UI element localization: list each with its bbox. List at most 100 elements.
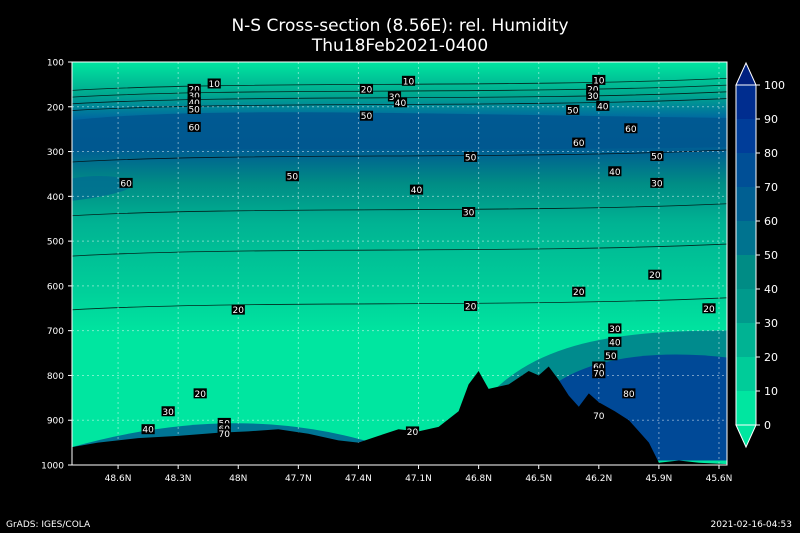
x-tick-label: 46.8N [465,474,492,484]
humidity-band [72,112,727,152]
colorbar-segment [736,119,756,153]
colorbar-tick-label: 90 [764,113,778,126]
contour-label: 20 [702,303,716,315]
colorbar-segment [736,85,756,119]
contour-label: 50 [187,104,201,116]
contour-label-text: 20 [407,428,419,438]
contour-label-text: 40 [142,426,154,436]
contour-label-text: 20 [587,85,599,95]
contour-label-text: 60 [593,363,605,373]
colorbar-tick-label: 30 [764,317,778,330]
colorbar-segment [736,289,756,323]
terrain-silhouette [72,366,727,465]
contour-label-text: 50 [651,153,663,163]
colorbar-segment [736,323,756,357]
contour-label: 40 [608,336,622,348]
colorbar-tick-label: 100 [764,79,785,92]
contour-label: 50 [359,110,374,122]
contour-label: 60 [119,177,133,189]
contour-label: 10 [207,78,221,90]
y-tick-label: 900 [47,417,64,427]
contour-label: 60 [592,361,606,373]
contour-label: 20 [359,83,374,95]
contour-label-text: 50 [567,106,579,116]
contour-line [71,297,728,311]
contour-label: 40 [596,100,610,112]
contour-label: 20 [231,304,245,316]
contour-label-text: 40 [188,99,200,109]
contour-label: 50 [566,104,580,116]
contour-line [71,149,728,163]
contour-label-text: 20 [361,85,373,95]
contour-label-text: 80 [623,390,635,400]
contour-label: 70 [592,368,606,380]
colorbar-tick-label: 80 [764,147,778,160]
contour-label-text: 40 [597,102,609,112]
contour-label-text: 20 [194,390,206,400]
contour-label-text: 60 [573,139,585,149]
contour-label: 20 [193,388,207,400]
contour-label-text: 70 [593,370,605,380]
contour-label: 40 [393,97,408,109]
y-tick-label: 300 [47,148,64,158]
x-tick-label: 48.6N [105,474,132,484]
colorbar-tick-label: 60 [764,215,778,228]
y-tick-label: 700 [47,327,64,337]
contour-label-text: 10 [593,76,605,86]
chart-title-block: N-S Cross-section (8.56E): rel. Humidity… [0,16,800,56]
contour-label-text: 30 [651,179,663,189]
contour-label-text: 40 [609,338,621,348]
contour-label: 30 [608,323,622,335]
contour-label: 30 [586,90,600,102]
plot-frame [71,61,728,466]
contour-label: 40 [608,166,622,178]
colorbar-tick-label: 20 [764,351,778,364]
x-tick-label: 47.1N [405,474,432,484]
contour-label-text: 30 [609,325,621,335]
contour-label: 20 [648,269,662,281]
colorbar-tick-label: 50 [764,249,778,262]
footer-credit: GrADS: IGES/COLA [6,520,91,530]
contour-label-text: 20 [703,305,715,315]
contour-label-text: 20 [649,271,661,281]
contour-label-text: 10 [403,77,415,87]
x-tick-label: 46.5N [525,474,552,484]
contour-label-text: 30 [162,408,174,418]
x-tick-label: 45.9N [646,474,673,484]
colorbar-segment [736,153,756,187]
y-tick-label: 1000 [41,462,64,472]
contour-label: 60 [187,121,201,133]
chart-title: N-S Cross-section (8.56E): rel. Humidity [231,16,569,36]
contour-label-text: 30 [463,209,475,219]
colorbar-tick-label: 70 [764,181,778,194]
contour-label-text: 70 [219,430,231,440]
contour-label: 50 [604,350,618,362]
contour-label: 50 [285,171,299,183]
colorbar-tick-label: 10 [764,385,778,398]
colorbar-segment [736,221,756,255]
plot-area [71,61,728,466]
y-tick-label: 400 [47,193,64,203]
contour-label: 60 [624,123,638,135]
colorbar-tick-label: 0 [764,419,771,432]
axes: 100 200 300 400 500 600 700 800 900 1000 48.6N 48.3… [41,59,732,485]
contour-label-text: 50 [287,173,299,183]
y-tick-label: 200 [47,103,64,113]
contour-label-text: 20 [465,303,477,313]
contour-label-text: 60 [625,125,637,135]
x-tick-label: 47.7N [285,474,312,484]
contour-line [71,91,728,105]
colorbar-segment [736,391,756,425]
contour-label-text: 50 [188,106,200,116]
contour-label: 20 [572,286,586,298]
contour-label: 80 [622,388,636,400]
contour-line [71,84,728,98]
x-tick-label: 48N [229,474,247,484]
contour-labels: 1020304050606050203040501050403020202020… [119,74,716,440]
contour-line [71,243,728,257]
contour-line [71,203,728,217]
contour-label-text: 60 [188,123,200,133]
contour-label: 30 [187,90,201,102]
contour-label: 60 [572,137,586,149]
